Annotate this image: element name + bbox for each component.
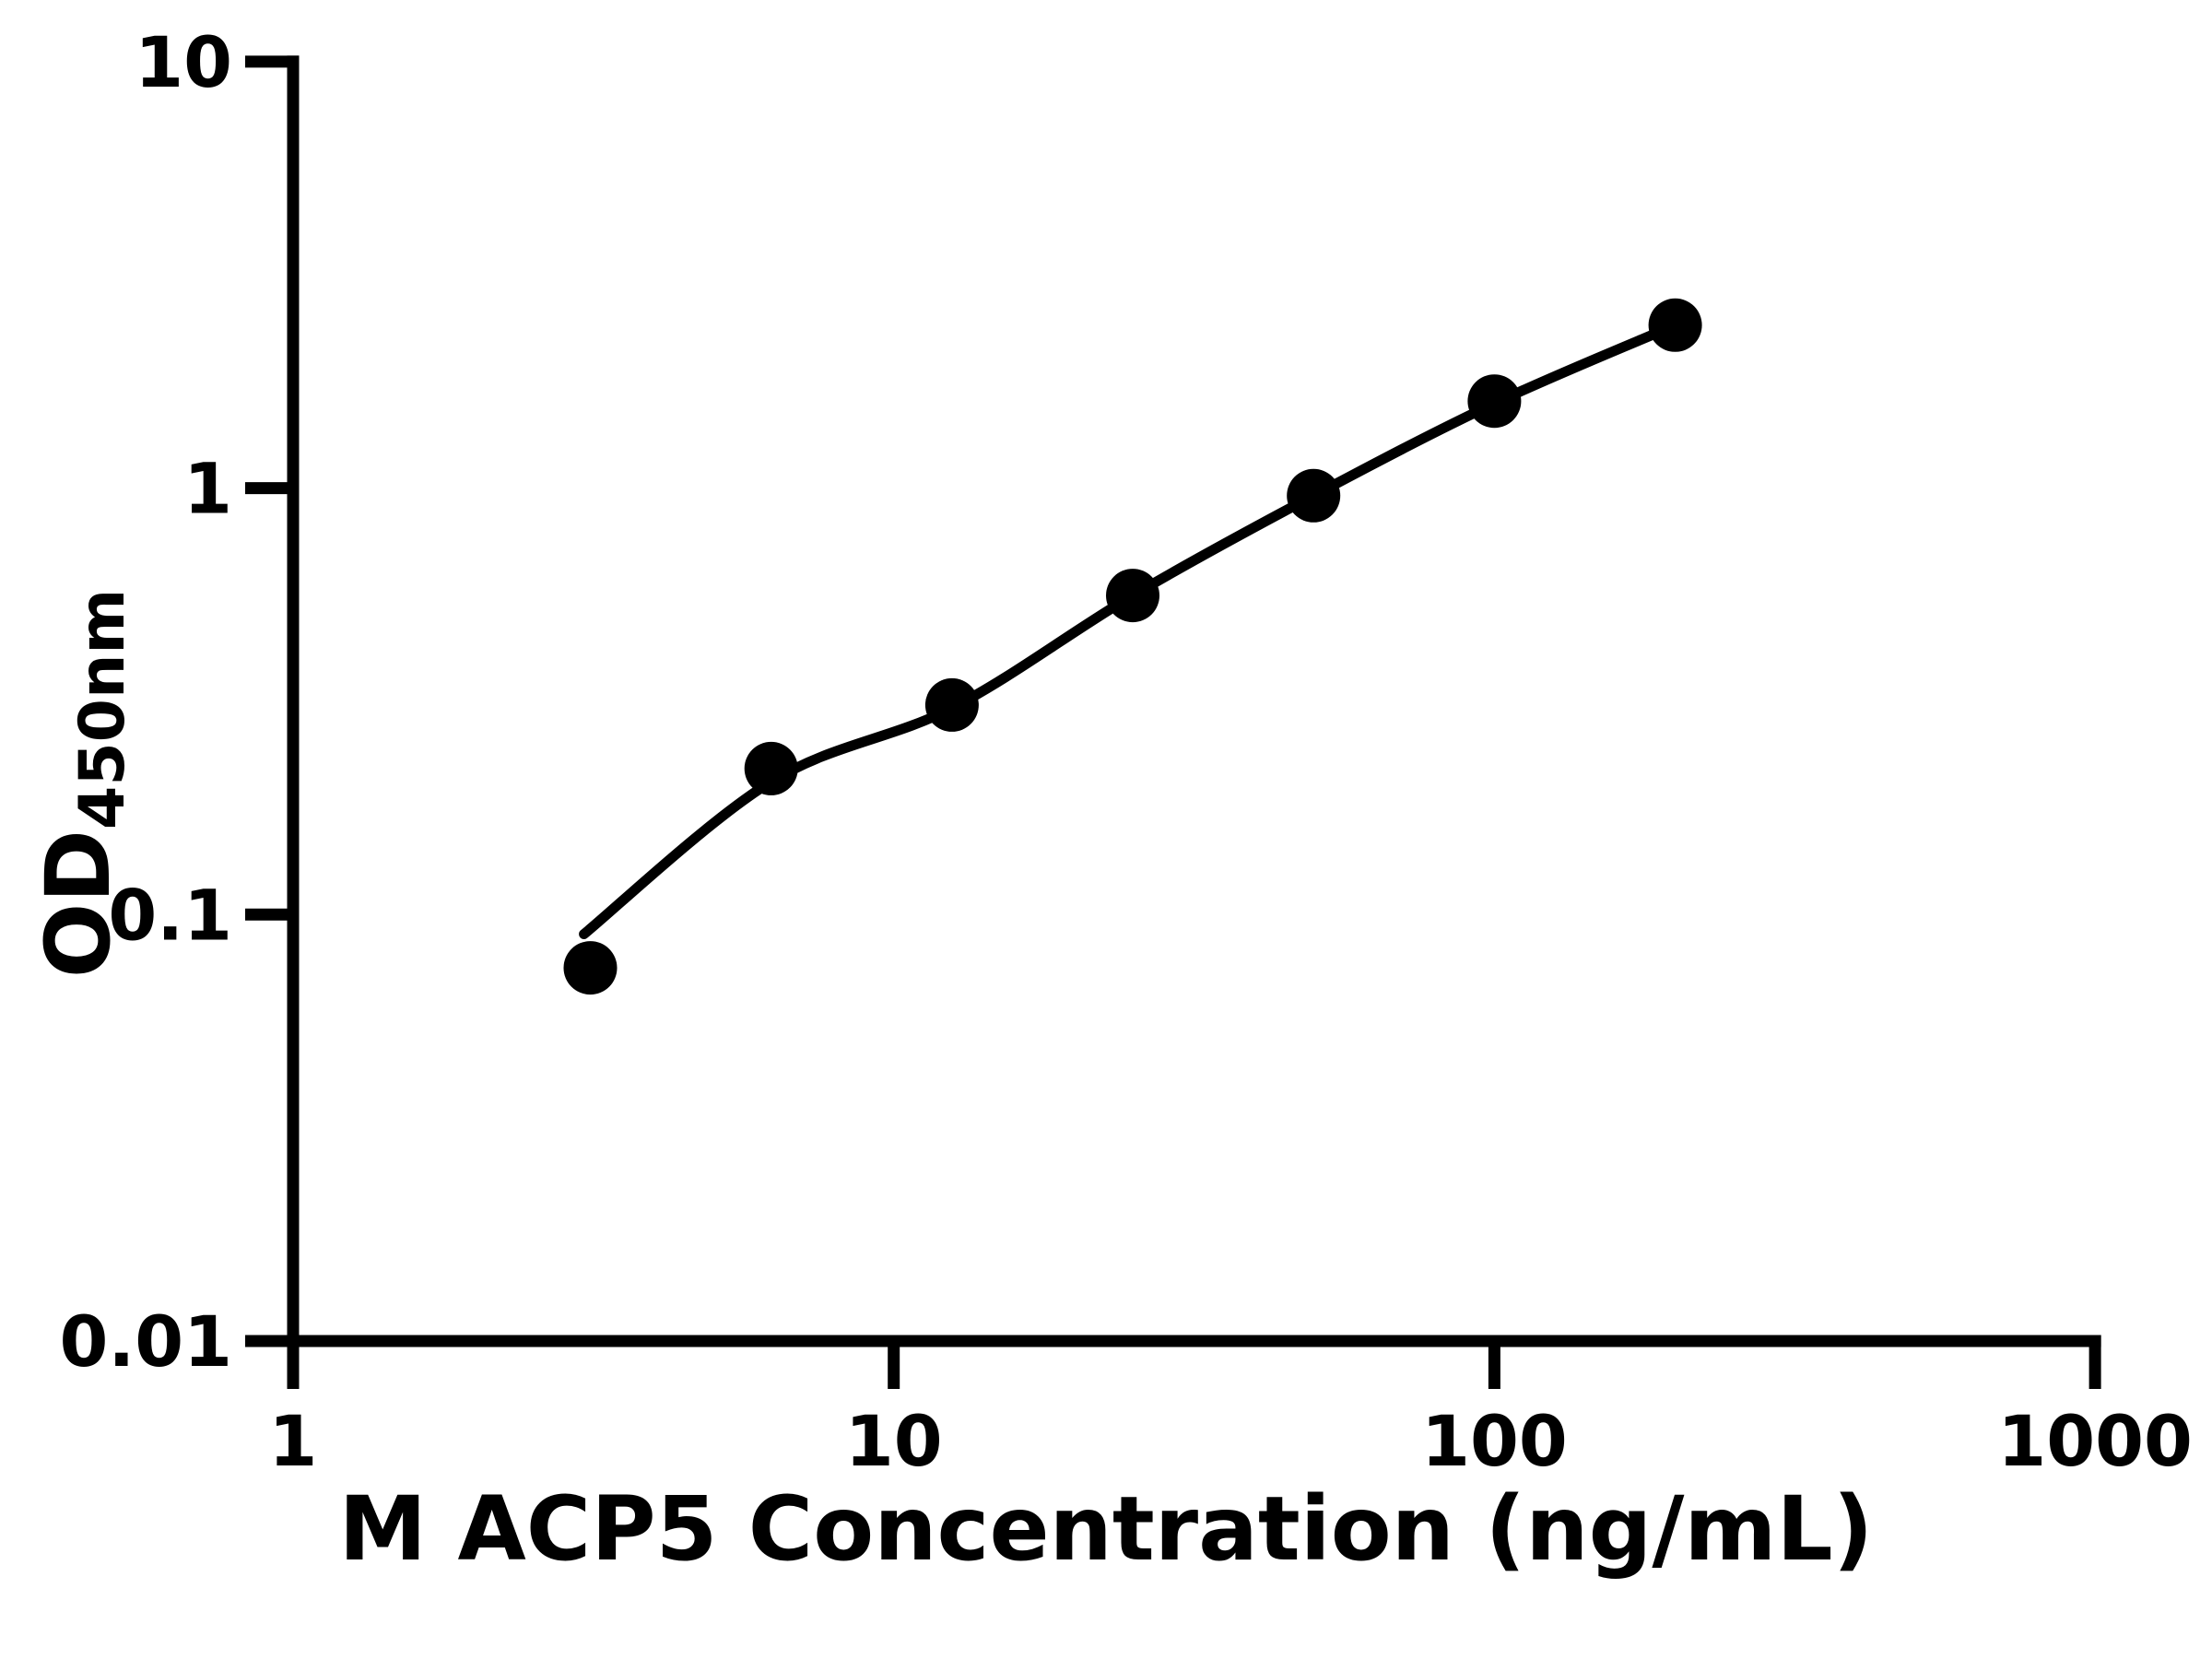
y-axis-title-main: OD bbox=[27, 830, 130, 978]
y-axis-title-subscript: 450nm bbox=[66, 589, 139, 830]
data-point bbox=[1648, 298, 1702, 352]
data-point bbox=[924, 677, 979, 732]
data-points bbox=[563, 298, 1702, 995]
x-tick-label: 1 bbox=[269, 1400, 318, 1482]
data-point bbox=[563, 941, 618, 995]
y-tick-label: 0.1 bbox=[108, 874, 232, 956]
y-axis-title: OD450nm bbox=[27, 589, 139, 979]
data-point bbox=[1287, 468, 1341, 523]
axes bbox=[245, 55, 2101, 1389]
data-point bbox=[744, 741, 798, 795]
x-axis-title: M ACP5 Concentration (ng/mL) bbox=[339, 1477, 1874, 1581]
y-tick-label: 0.01 bbox=[59, 1300, 232, 1382]
x-tick-label: 1000 bbox=[1997, 1400, 2193, 1482]
data-point bbox=[1467, 374, 1522, 429]
y-tick-label: 10 bbox=[135, 21, 232, 103]
data-point bbox=[1106, 569, 1159, 623]
x-tick-label: 100 bbox=[1421, 1400, 1568, 1482]
y-tick-label: 1 bbox=[183, 448, 232, 530]
x-tick-label: 10 bbox=[845, 1400, 943, 1482]
